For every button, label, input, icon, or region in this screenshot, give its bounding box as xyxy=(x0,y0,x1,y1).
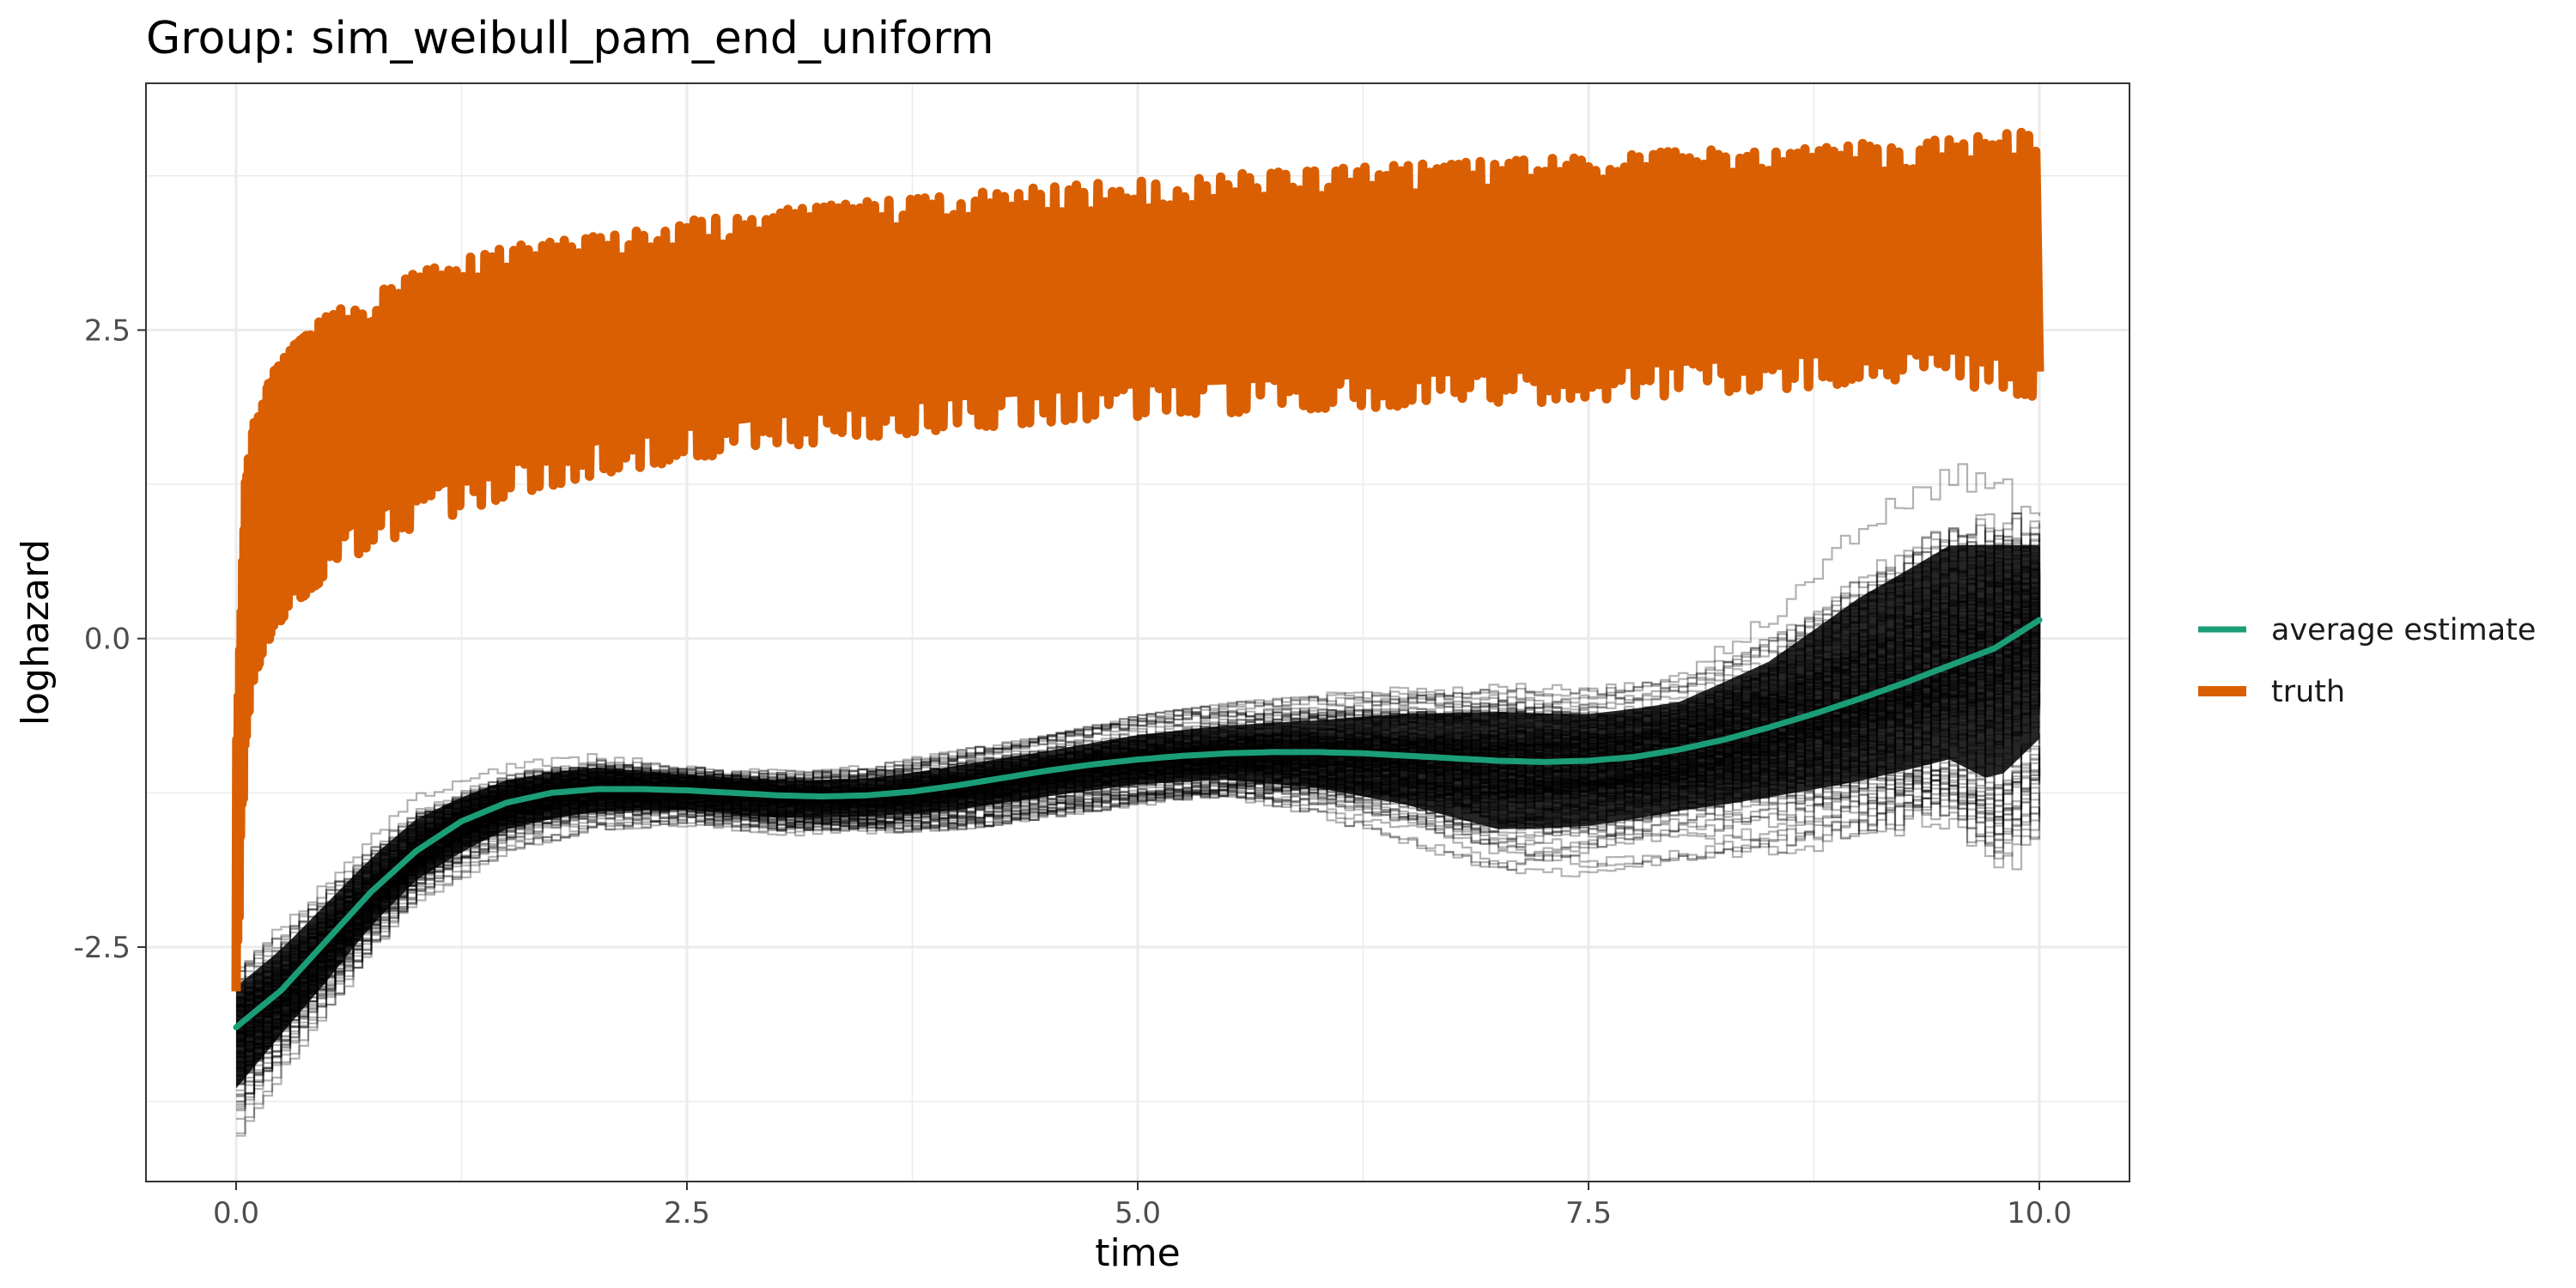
legend-label: average estimate xyxy=(2271,613,2536,647)
x-tick-label: 5.0 xyxy=(1115,1196,1161,1230)
x-tick-label: 2.5 xyxy=(664,1196,710,1230)
legend: average estimate truth xyxy=(2198,613,2536,709)
axis-ticks: 0.0 2.5 5.0 7.5 10.0 -2.5 0.0 2.5 xyxy=(74,313,2072,1230)
average-estimate-series xyxy=(233,617,2043,1030)
y-tick-label: -2.5 xyxy=(74,931,131,965)
y-tick-label: 0.0 xyxy=(84,623,131,657)
simulation-core xyxy=(236,544,2039,1089)
legend-label: truth xyxy=(2271,675,2345,709)
x-axis-label: time xyxy=(1095,1231,1180,1275)
truth-line xyxy=(231,127,2044,992)
x-tick-label: 7.5 xyxy=(1565,1196,1612,1230)
truth-band-fill xyxy=(240,157,2034,868)
chart-title: Group: sim_weibull_pam_end_uniform xyxy=(146,13,993,64)
average-estimate-line xyxy=(233,617,2043,1030)
x-tick-label: 0.0 xyxy=(213,1196,259,1230)
y-tick-label: 2.5 xyxy=(84,313,131,348)
truth-series xyxy=(231,127,2044,992)
x-tick-label: 10.0 xyxy=(2007,1196,2072,1230)
y-axis-label: loghazard xyxy=(14,539,58,726)
